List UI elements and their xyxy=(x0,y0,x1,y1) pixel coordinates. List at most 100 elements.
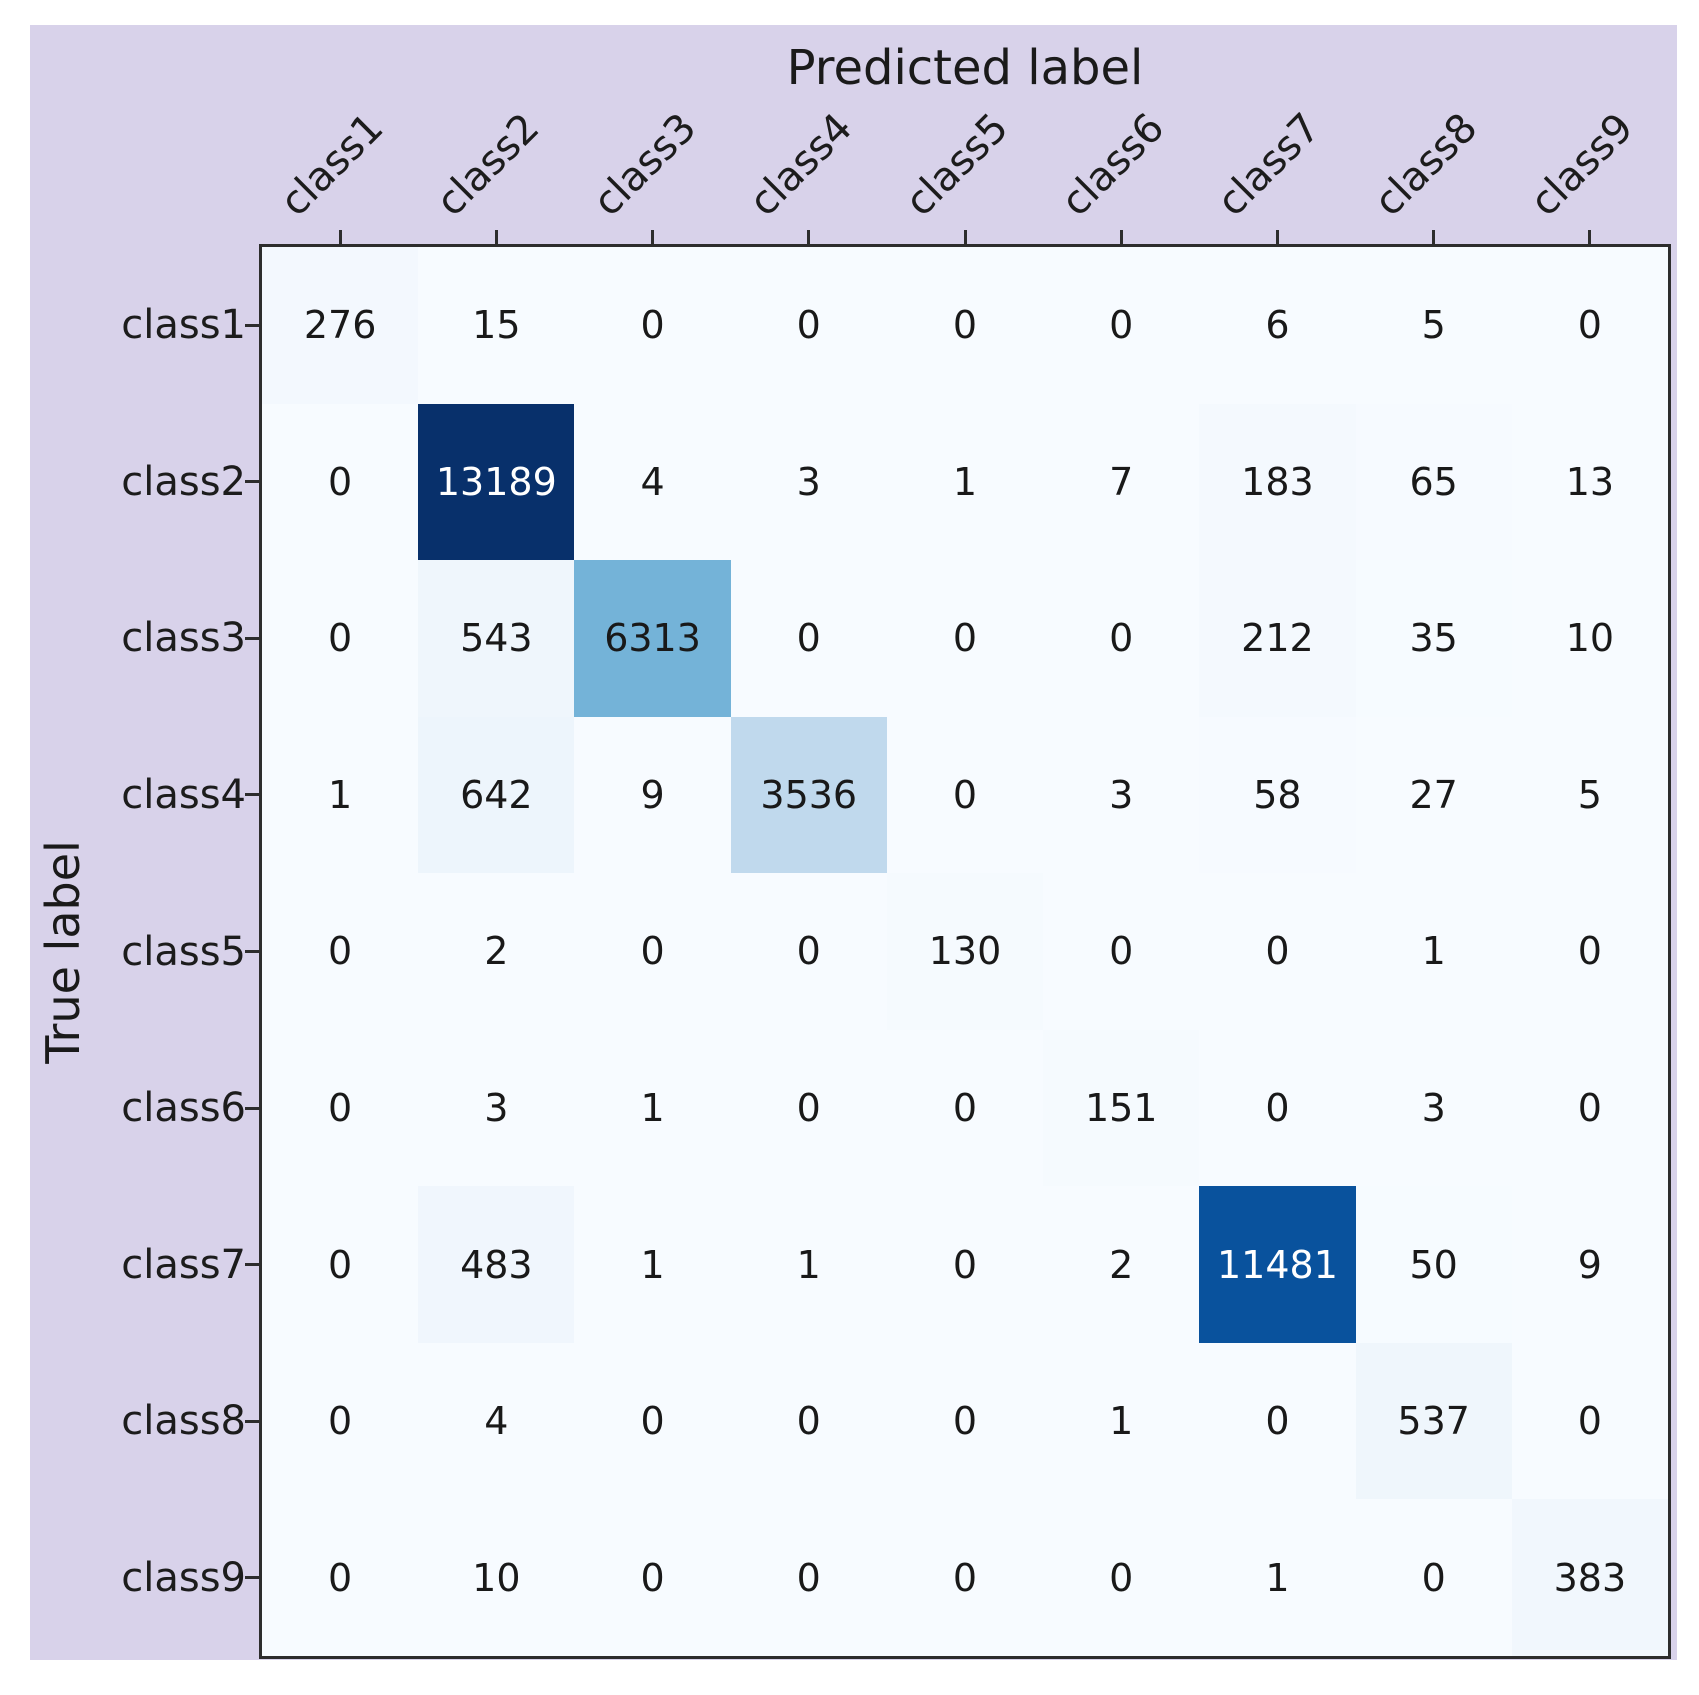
heatmap-cell-r3c7: 212 xyxy=(1199,560,1356,717)
heatmap-cell-r6c6: 151 xyxy=(1043,1029,1200,1187)
x-tick-mark xyxy=(494,230,498,244)
heatmap-cell-r7c2: 483 xyxy=(418,1186,575,1343)
cell-value: 0 xyxy=(1421,1555,1446,1600)
cell-value: 27 xyxy=(1409,772,1458,817)
cell-value: 3 xyxy=(796,459,821,504)
x-tick-label-class6: class6 xyxy=(1052,104,1174,226)
cell-value: 3 xyxy=(1421,1086,1446,1131)
heatmap-cell-r7c1: 0 xyxy=(262,1186,419,1343)
heatmap-cell-r9c9: 383 xyxy=(1511,1499,1668,1656)
cell-value: 0 xyxy=(796,1555,821,1600)
heatmap-cell-r3c9: 10 xyxy=(1511,560,1668,717)
y-tick-mark xyxy=(245,323,259,327)
cell-value: 0 xyxy=(796,1399,821,1444)
heatmap-cell-r7c9: 9 xyxy=(1511,1186,1668,1343)
cell-value: 10 xyxy=(472,1555,521,1600)
cell-value: 0 xyxy=(1109,1555,1134,1600)
cell-value: 483 xyxy=(460,1242,533,1287)
cell-value: 383 xyxy=(1553,1555,1627,1600)
heatmap-cell-r9c5: 0 xyxy=(886,1499,1044,1656)
heatmap-cell-r1c3: 0 xyxy=(574,247,731,404)
cell-value: 0 xyxy=(1265,1086,1290,1131)
heatmap-cell-r2c7: 183 xyxy=(1199,403,1356,561)
cell-value: 0 xyxy=(1109,616,1134,661)
heatmap-cell-r7c5: 0 xyxy=(886,1186,1044,1343)
heatmap-cell-r5c7: 0 xyxy=(1199,873,1356,1030)
heatmap-cell-r1c9: 0 xyxy=(1511,247,1668,404)
cell-value: 50 xyxy=(1409,1242,1458,1287)
heatmap-cell-r7c3: 1 xyxy=(574,1186,731,1343)
cell-value: 6 xyxy=(1265,303,1290,348)
heatmap-cell-r5c8: 1 xyxy=(1355,873,1512,1030)
heatmap-cell-r8c4: 0 xyxy=(730,1342,887,1500)
x-tick-mark xyxy=(1275,230,1279,244)
y-tick-mark xyxy=(245,1419,259,1423)
cell-value: 130 xyxy=(928,929,1002,974)
heatmap-cell-r9c7: 1 xyxy=(1199,1499,1356,1656)
cell-value: 0 xyxy=(1265,929,1290,974)
cell-value: 0 xyxy=(1109,303,1134,348)
heatmap-cell-r8c1: 0 xyxy=(262,1342,419,1500)
y-tick-label-class8: class8 xyxy=(121,1398,246,1445)
heatmap-cell-r1c1: 276 xyxy=(262,247,419,404)
y-tick-label-class2: class2 xyxy=(121,458,246,505)
heatmap-cell-r2c9: 13 xyxy=(1511,403,1668,561)
heatmap-cell-r3c6: 0 xyxy=(1043,560,1200,717)
heatmap-cell-r4c1: 1 xyxy=(262,716,419,874)
heatmap-cell-r3c4: 0 xyxy=(730,560,887,717)
cell-value: 543 xyxy=(460,616,533,661)
cell-value: 0 xyxy=(952,303,978,348)
heatmap-cell-r5c1: 0 xyxy=(262,873,419,1030)
cell-value: 0 xyxy=(952,1086,978,1131)
cell-value: 0 xyxy=(328,459,353,504)
heatmap-cell-r7c8: 50 xyxy=(1355,1186,1512,1343)
cell-value: 0 xyxy=(796,616,821,661)
x-tick-label-class5: class5 xyxy=(896,104,1018,226)
heatmap-cell-r4c2: 642 xyxy=(418,716,575,874)
heatmap-cell-r5c6: 0 xyxy=(1043,873,1200,1030)
cell-value: 4 xyxy=(484,1399,509,1444)
cell-value: 642 xyxy=(460,772,533,817)
cell-value: 0 xyxy=(952,616,978,661)
cell-value: 1 xyxy=(640,1086,665,1131)
heatmap-cell-r6c8: 3 xyxy=(1355,1029,1512,1187)
cell-value: 0 xyxy=(952,772,978,817)
y-tick-label-class7: class7 xyxy=(121,1241,246,1288)
cell-value: 0 xyxy=(1577,1399,1602,1444)
y-tick-mark xyxy=(245,793,259,797)
y-tick-label-class1: class1 xyxy=(121,302,246,349)
y-tick-label-class9: class9 xyxy=(121,1554,246,1601)
heatmap-cell-r1c5: 0 xyxy=(886,247,1044,404)
cell-value: 1 xyxy=(796,1242,821,1287)
cell-value: 0 xyxy=(328,1242,353,1287)
x-tick-mark xyxy=(338,230,342,244)
cell-value: 4 xyxy=(640,459,665,504)
heatmap-cell-r4c4: 3536 xyxy=(730,716,887,874)
heatmap-cell-r4c8: 27 xyxy=(1355,716,1512,874)
heatmap-cell-r7c4: 1 xyxy=(730,1186,887,1343)
heatmap-cell-r6c4: 0 xyxy=(730,1029,887,1187)
heatmap-cell-r3c3: 6313 xyxy=(574,560,731,717)
cell-value: 5 xyxy=(1421,303,1446,348)
heatmap-cell-r6c7: 0 xyxy=(1199,1029,1356,1187)
heatmap-cell-r2c2: 13189 xyxy=(418,403,575,561)
heatmap-cell-r7c6: 2 xyxy=(1043,1186,1200,1343)
cell-value: 9 xyxy=(640,772,665,817)
x-tick-label-class2: class2 xyxy=(427,104,549,226)
y-tick-mark xyxy=(245,480,259,484)
heatmap-cell-r5c2: 2 xyxy=(418,873,575,1030)
x-tick-label-class4: class4 xyxy=(740,104,862,226)
heatmap-cell-r8c6: 1 xyxy=(1043,1342,1200,1500)
heatmap-cell-r5c4: 0 xyxy=(730,873,887,1030)
cell-value: 1 xyxy=(328,772,353,817)
cell-value: 3 xyxy=(484,1086,509,1131)
heatmap-cell-r8c7: 0 xyxy=(1199,1342,1356,1500)
heatmap-cell-r6c5: 0 xyxy=(886,1029,1044,1187)
cell-value: 212 xyxy=(1241,616,1314,661)
heatmap-cell-r1c4: 0 xyxy=(730,247,887,404)
heatmap-cell-r6c3: 1 xyxy=(574,1029,731,1187)
cell-value: 65 xyxy=(1409,459,1458,504)
cell-value: 537 xyxy=(1397,1399,1470,1444)
confusion-matrix-figure: Predicted label True label class1 class2 c… xyxy=(30,25,1677,1660)
